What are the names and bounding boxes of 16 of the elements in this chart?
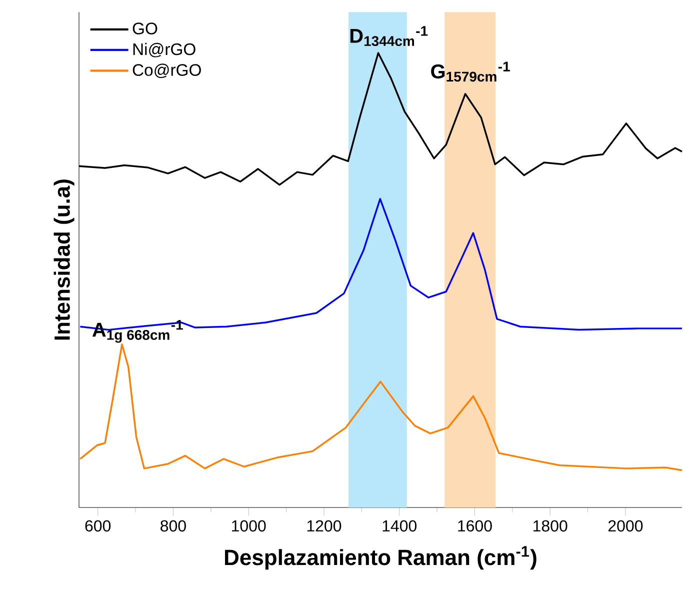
x-tick-label: 2000 <box>608 520 643 532</box>
legend-label: Co@rGO <box>132 64 201 78</box>
x-tick-label: 1000 <box>232 520 266 532</box>
x-tick-label: 800 <box>160 520 186 532</box>
legend-label: GO <box>132 22 158 34</box>
legend-label: Ni@rGO <box>133 42 196 58</box>
y-axis-title: Intensidad (u.a) <box>54 180 74 340</box>
x-tick-label: 1800 <box>534 520 568 532</box>
x-tick-label: 600 <box>85 520 111 532</box>
annotation: $\textbf{D}_{\textbf{1344cm}}{}^{\textbf{-1}}$ <box>350 26 428 46</box>
annotation: $\textbf{G}_{\textbf{1579cm}}{}^{\textbf{-1}}$ <box>431 62 510 82</box>
x-tick-label: 1400 <box>382 520 417 532</box>
x-axis-title: Desplazamiento Raman (cm$^{-1}$) <box>225 546 536 570</box>
annotation: $\textbf{A}_{\textbf{1g 668cm}}{}^{\textbf{-1}}$ <box>92 320 183 343</box>
x-tick-label: 1200 <box>307 520 342 532</box>
x-tick-label: 1600 <box>458 520 492 532</box>
